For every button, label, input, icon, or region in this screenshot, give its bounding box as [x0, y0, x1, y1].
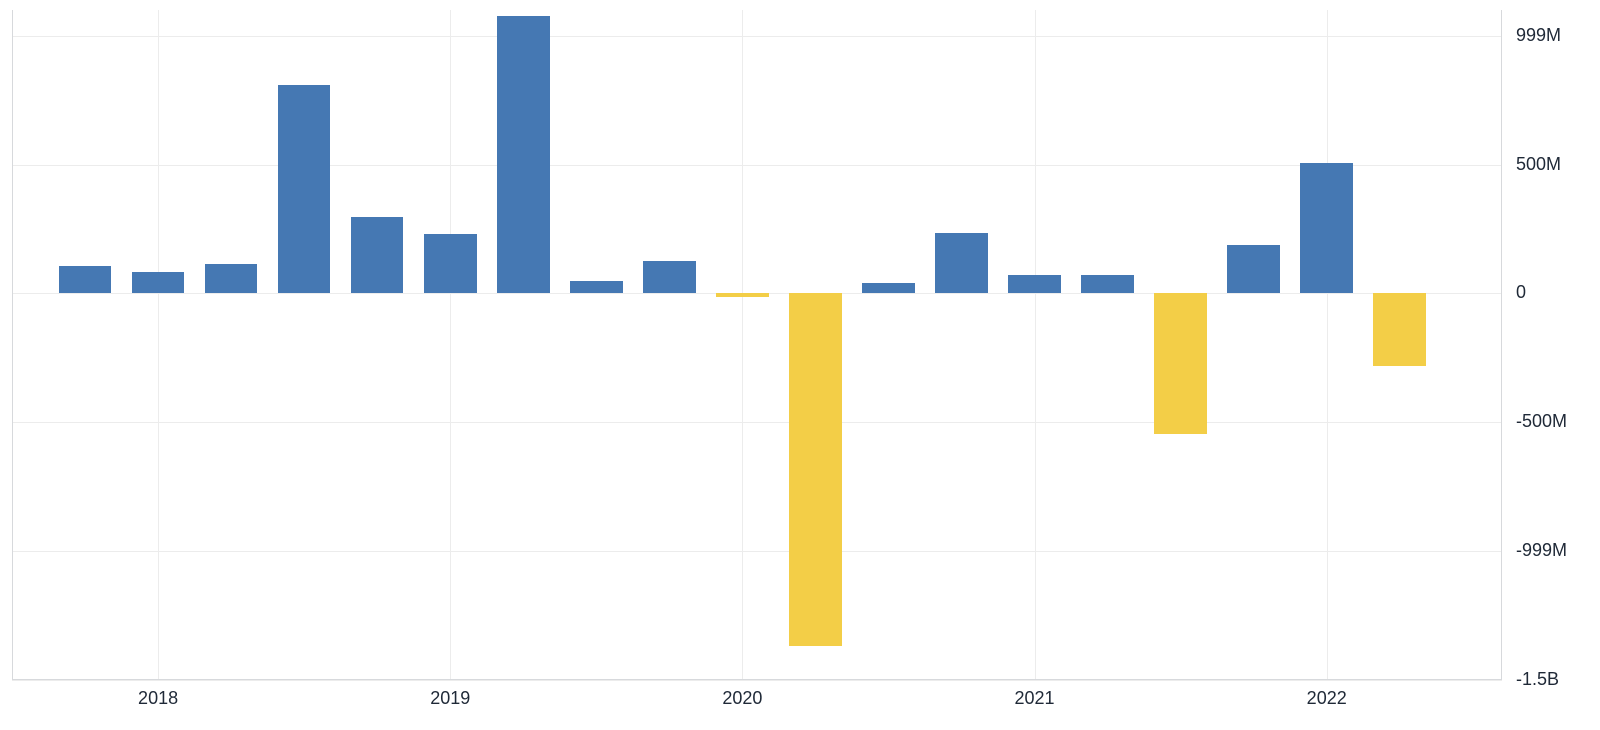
x-axis-tick-label: 2020 [722, 688, 762, 709]
y-axis-tick-label: -999M [1516, 540, 1567, 561]
x-axis-tick-label: 2019 [430, 688, 470, 709]
x-axis-tick-label: 2022 [1307, 688, 1347, 709]
y-axis-tick-label: 0 [1516, 282, 1526, 303]
quarterly-bar-chart: 999M 500M 0 -500M -999M -1.5B 2018 2019 2020 2021… [0, 0, 1600, 730]
y-axis-tick-label: -500M [1516, 411, 1567, 432]
y-axis-tick-label: 500M [1516, 154, 1561, 175]
plot-area [12, 10, 1502, 680]
x-axis-tick-label: 2018 [138, 688, 178, 709]
y-axis-tick-label: -1.5B [1516, 669, 1559, 690]
y-axis-tick-label: 999M [1516, 25, 1561, 46]
gridline-h [12, 680, 1502, 681]
x-axis-tick-label: 2021 [1015, 688, 1055, 709]
